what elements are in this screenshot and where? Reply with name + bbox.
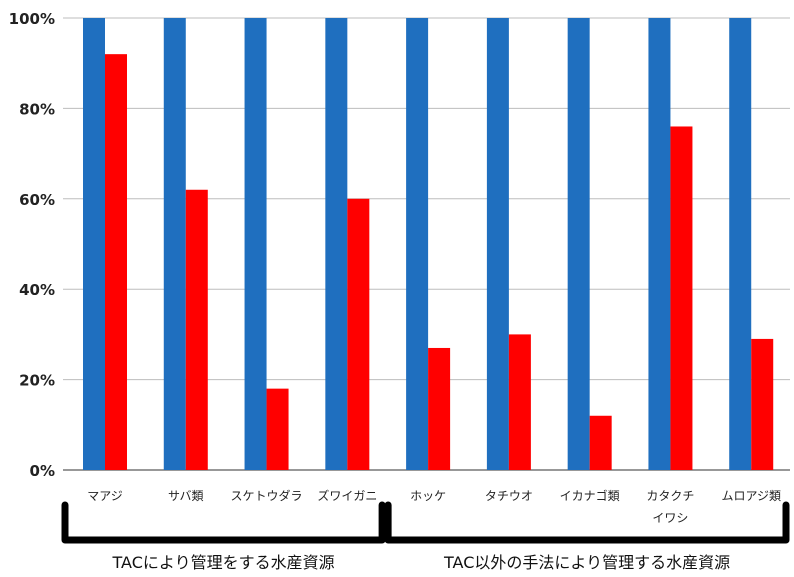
group-label: TAC以外の手法により管理する水産資源: [443, 553, 730, 572]
bar-blue: [163, 18, 186, 470]
bar-red: [508, 334, 531, 470]
bar-red: [347, 198, 370, 471]
bar-red: [751, 338, 774, 470]
bars: [83, 18, 774, 471]
y-tick-label: 80%: [19, 100, 55, 118]
bar-red: [670, 126, 693, 470]
category-label: カタクチイワシ: [646, 489, 694, 525]
category-label: ズワイガニ: [317, 488, 377, 503]
bar-blue: [486, 18, 509, 470]
group-label: TACにより管理をする水産資源: [112, 553, 335, 572]
group-bracket: [61, 501, 386, 544]
bar-red: [428, 347, 451, 470]
bar-blue: [729, 18, 752, 470]
category-label: マアジ: [87, 489, 123, 503]
bar-blue: [406, 18, 429, 470]
category-label: ホッケ: [410, 489, 446, 503]
category-label: サバ類: [168, 489, 204, 503]
y-axis-ticks: 0% 20% 40% 60% 80% 100%: [9, 10, 55, 480]
category-label: イカナゴ類: [560, 488, 620, 503]
bar-red: [589, 415, 612, 470]
bar-red: [105, 54, 127, 470]
category-label: タチウオ: [485, 489, 533, 503]
category-labels: マアジ サバ類 スケトウダラ ズワイガニ ホッケ タチウオ イカナゴ類 カタクチイワシ ムロアジ…: [87, 488, 781, 525]
bar-red: [266, 388, 289, 470]
bar-blue: [83, 18, 105, 470]
y-tick-label: 0%: [30, 462, 55, 480]
bar-blue: [567, 18, 590, 470]
bar-blue: [244, 18, 267, 470]
group-bracket: [384, 501, 790, 544]
bar-red: [185, 189, 208, 470]
bar-blue: [648, 18, 671, 470]
y-tick-label: 20%: [19, 372, 55, 390]
y-tick-label: 40%: [19, 281, 55, 299]
category-label: スケトウダラ: [231, 488, 303, 503]
bar-blue: [325, 18, 348, 470]
category-label: ムロアジ類: [721, 489, 781, 503]
group-brackets: TACにより管理をする水産資源 TAC以外の手法により管理する水産資源: [61, 501, 790, 572]
y-tick-label: 100%: [9, 10, 55, 28]
y-tick-label: 60%: [19, 191, 55, 209]
